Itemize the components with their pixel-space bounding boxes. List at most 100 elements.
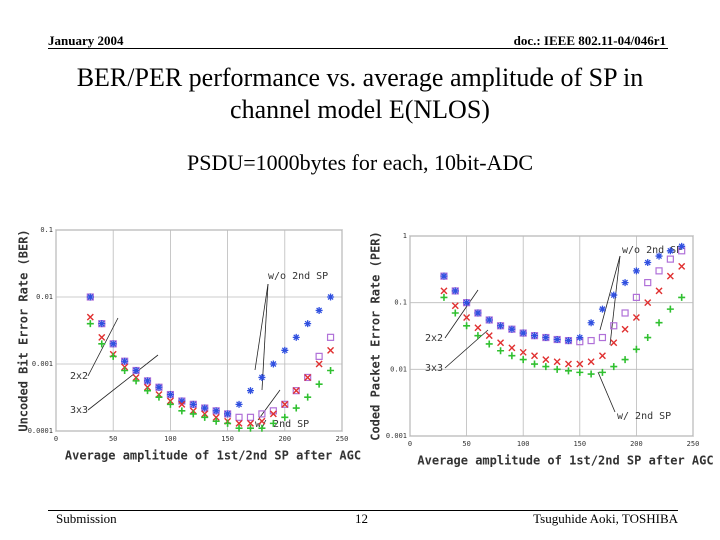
data-point [440, 287, 448, 295]
data-point [632, 313, 640, 321]
data-point [281, 413, 289, 421]
data-point [666, 272, 674, 280]
data-point [463, 313, 471, 321]
data-point [201, 404, 209, 412]
data-point [542, 356, 550, 364]
data-point [463, 322, 471, 330]
data-point [553, 336, 561, 344]
y-tick-label: 1 [403, 232, 407, 240]
data-point [587, 336, 595, 345]
data-point [258, 417, 266, 425]
x-tick-label: 250 [687, 440, 700, 448]
slide-subtitle: PSDU=1000bytes for each, 10bit-ADC [186, 150, 534, 175]
data-point [292, 387, 300, 395]
data-point [98, 320, 106, 328]
data-point [109, 340, 117, 348]
data-point [610, 322, 618, 330]
data-point [632, 345, 640, 353]
data-point [666, 305, 674, 313]
data-point [246, 424, 254, 432]
data-point [144, 377, 152, 385]
x-tick-label: 50 [109, 435, 117, 443]
data-point [610, 363, 618, 371]
data-point [258, 373, 266, 381]
y-axis-label: Uncoded Bit Error Rate (BER) [17, 229, 31, 431]
data-point [564, 367, 572, 375]
data-point [315, 306, 323, 314]
data-point [576, 368, 584, 376]
data-point [440, 293, 448, 301]
data-point [508, 352, 516, 360]
x-axis-label: Average amplitude of 1st/2nd SP after AG… [65, 449, 361, 463]
data-point [292, 333, 300, 341]
x-tick-label: 0 [54, 435, 58, 443]
data-point [304, 373, 312, 382]
data-point [678, 262, 686, 270]
data-point [246, 419, 254, 427]
data-point [235, 413, 243, 421]
header-doc: doc.: IEEE 802.11-04/046r1 [513, 33, 666, 48]
data-point [598, 305, 606, 313]
annotation: w/ 2nd SP [617, 411, 671, 422]
y-tick-label: 0.1 [40, 226, 53, 234]
data-point [644, 278, 652, 287]
data-point [497, 339, 505, 347]
annotation: w/o 2nd SP [268, 271, 328, 282]
data-point [304, 393, 312, 401]
data-point [224, 410, 232, 418]
data-point [508, 344, 516, 352]
data-point [610, 339, 618, 347]
data-point [621, 309, 629, 317]
x-tick-label: 150 [221, 435, 234, 443]
data-point [155, 383, 163, 391]
data-point [86, 293, 94, 301]
data-point [235, 424, 243, 432]
data-point [542, 363, 550, 371]
data-point [212, 407, 220, 415]
annotation-arrow [87, 317, 119, 377]
y-tick-label: 0.0001 [28, 427, 53, 435]
annotation-arrow [444, 289, 479, 339]
y-axis-label: Coded Packet Error Rate (PER) [369, 231, 383, 441]
data-point [212, 413, 220, 421]
data-point [463, 299, 471, 307]
data-point [621, 279, 629, 287]
data-point [326, 333, 335, 341]
annotation: 2x2 [70, 371, 88, 382]
data-point [269, 360, 277, 368]
y-tick-label: 0.1 [394, 299, 407, 307]
data-point [610, 291, 618, 299]
data-point [644, 259, 652, 267]
data-point [121, 366, 129, 374]
annotation: w/o 2nd SP [622, 245, 682, 256]
data-point [166, 391, 174, 399]
annotation-arrow [597, 371, 616, 413]
annotation-arrow [261, 283, 269, 391]
data-point [632, 267, 640, 275]
plot-area [55, 229, 343, 432]
data-point [553, 365, 561, 373]
data-point [655, 287, 663, 295]
data-point [587, 358, 595, 366]
data-point [587, 319, 595, 327]
annotation-arrow [257, 389, 281, 421]
x-tick-label: 200 [630, 440, 643, 448]
data-point [86, 313, 94, 321]
data-point [451, 309, 459, 317]
y-tick-label: 0.01 [36, 293, 53, 301]
header-rule [48, 48, 668, 49]
annotation-arrow [254, 283, 269, 371]
data-point [212, 417, 220, 425]
data-point [542, 334, 550, 342]
y-tick-label: 0.01 [390, 365, 407, 373]
data-point [621, 325, 629, 333]
data-point [144, 387, 152, 395]
data-point [644, 299, 652, 307]
data-point [485, 332, 493, 340]
data-point [269, 419, 277, 427]
data-point [655, 267, 663, 275]
data-point [235, 400, 243, 408]
data-point [531, 332, 539, 340]
data-point [440, 272, 448, 280]
data-point [98, 333, 106, 341]
